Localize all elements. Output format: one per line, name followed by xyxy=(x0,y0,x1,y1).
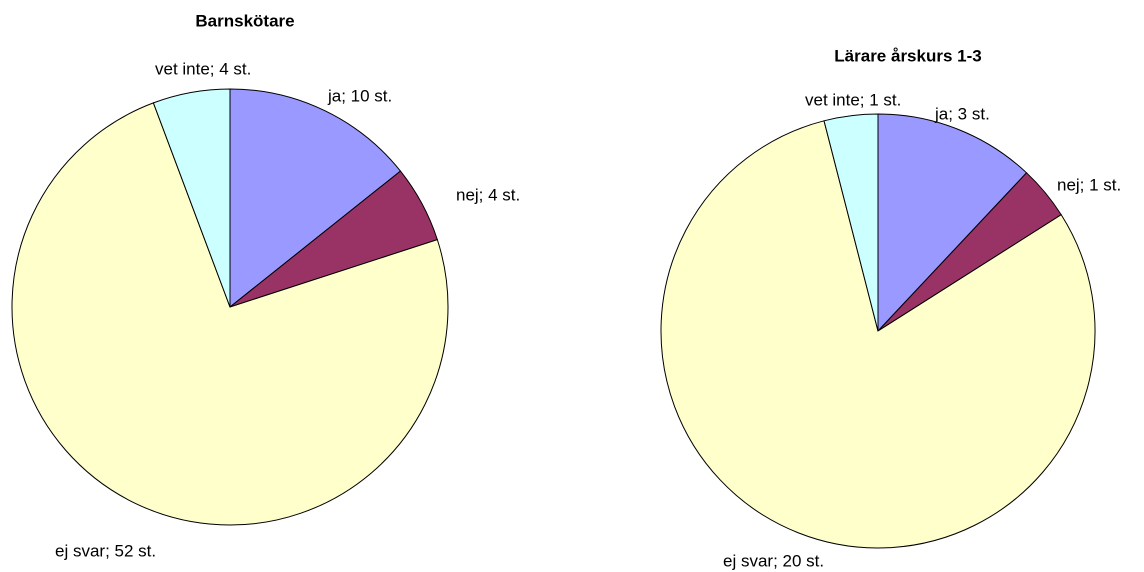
pie-slice xyxy=(660,120,1096,549)
data-label: ej svar; 20 st. xyxy=(723,551,824,570)
pie-slice xyxy=(11,102,449,526)
data-label: vet inte; 1 st. xyxy=(805,90,901,109)
pie-slice xyxy=(152,88,231,308)
pie-slice xyxy=(823,113,879,332)
data-label: nej; 4 st. xyxy=(456,185,520,204)
chart-title: Lärare årskurs 1-3 xyxy=(834,46,981,65)
pie-slice xyxy=(877,113,1028,333)
data-label: ja; 10 st. xyxy=(327,86,392,105)
data-label: vet inte; 4 st. xyxy=(155,59,251,78)
chart-title: Barnskötare xyxy=(195,11,294,30)
data-label: ej svar; 52 st. xyxy=(55,541,156,560)
data-label: ja; 3 st. xyxy=(934,104,990,123)
data-label: nej; 1 st. xyxy=(1057,175,1121,194)
pie-slice xyxy=(229,88,402,309)
